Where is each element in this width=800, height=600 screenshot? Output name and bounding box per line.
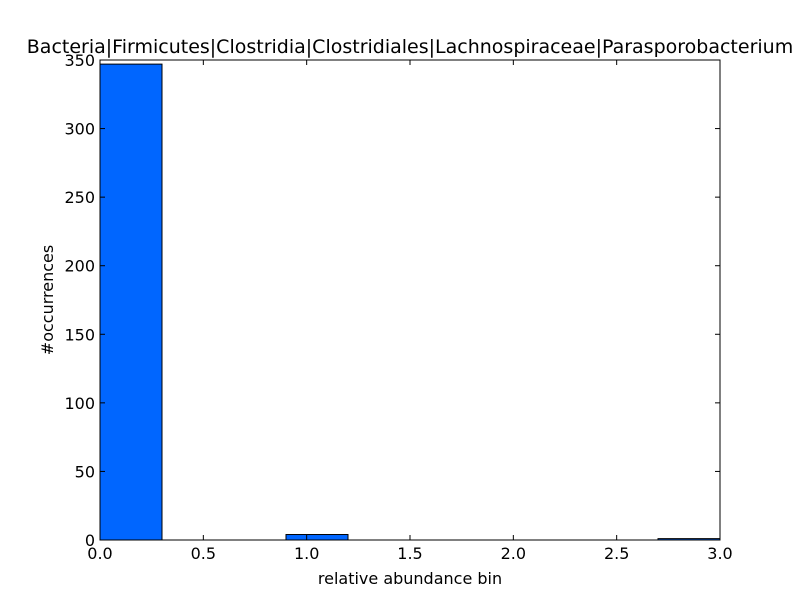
bars-group xyxy=(99,63,721,541)
x-tick-label-4: 2.0 xyxy=(501,544,526,563)
x-tick-label-1: 0.5 xyxy=(191,544,216,563)
chart-title: Bacteria|Firmicutes|Clostridia|Clostridi… xyxy=(27,36,793,58)
histogram-bar-0 xyxy=(99,63,163,541)
x-tick-label-5: 2.5 xyxy=(604,544,629,563)
y-tick-label-0: 0 xyxy=(85,531,95,550)
x-axis-label: relative abundance bin xyxy=(318,569,502,588)
y-tick-label-7: 350 xyxy=(64,51,95,70)
x-tick-label-2: 1.0 xyxy=(294,544,319,563)
y-tick-label-5: 250 xyxy=(64,188,95,207)
plot-frame xyxy=(99,59,721,541)
y-axis-label: #occurrences xyxy=(38,245,57,355)
y-axis-ticks: 0 50 100 150 200 250 300 350 xyxy=(64,51,720,550)
x-tick-label-6: 3.0 xyxy=(707,544,732,563)
y-tick-label-6: 300 xyxy=(64,120,95,139)
x-axis-ticks: 0.0 0.5 1.0 1.5 2.0 2.5 3.0 xyxy=(87,60,733,563)
x-tick-label-3: 1.5 xyxy=(397,544,422,563)
y-tick-label-1: 50 xyxy=(75,462,95,481)
y-tick-label-2: 100 xyxy=(64,394,95,413)
y-tick-label-4: 200 xyxy=(64,257,95,276)
y-tick-label-3: 150 xyxy=(64,325,95,344)
x-tick-label-0: 0.0 xyxy=(87,544,112,563)
histogram-bar-3 xyxy=(285,534,349,541)
